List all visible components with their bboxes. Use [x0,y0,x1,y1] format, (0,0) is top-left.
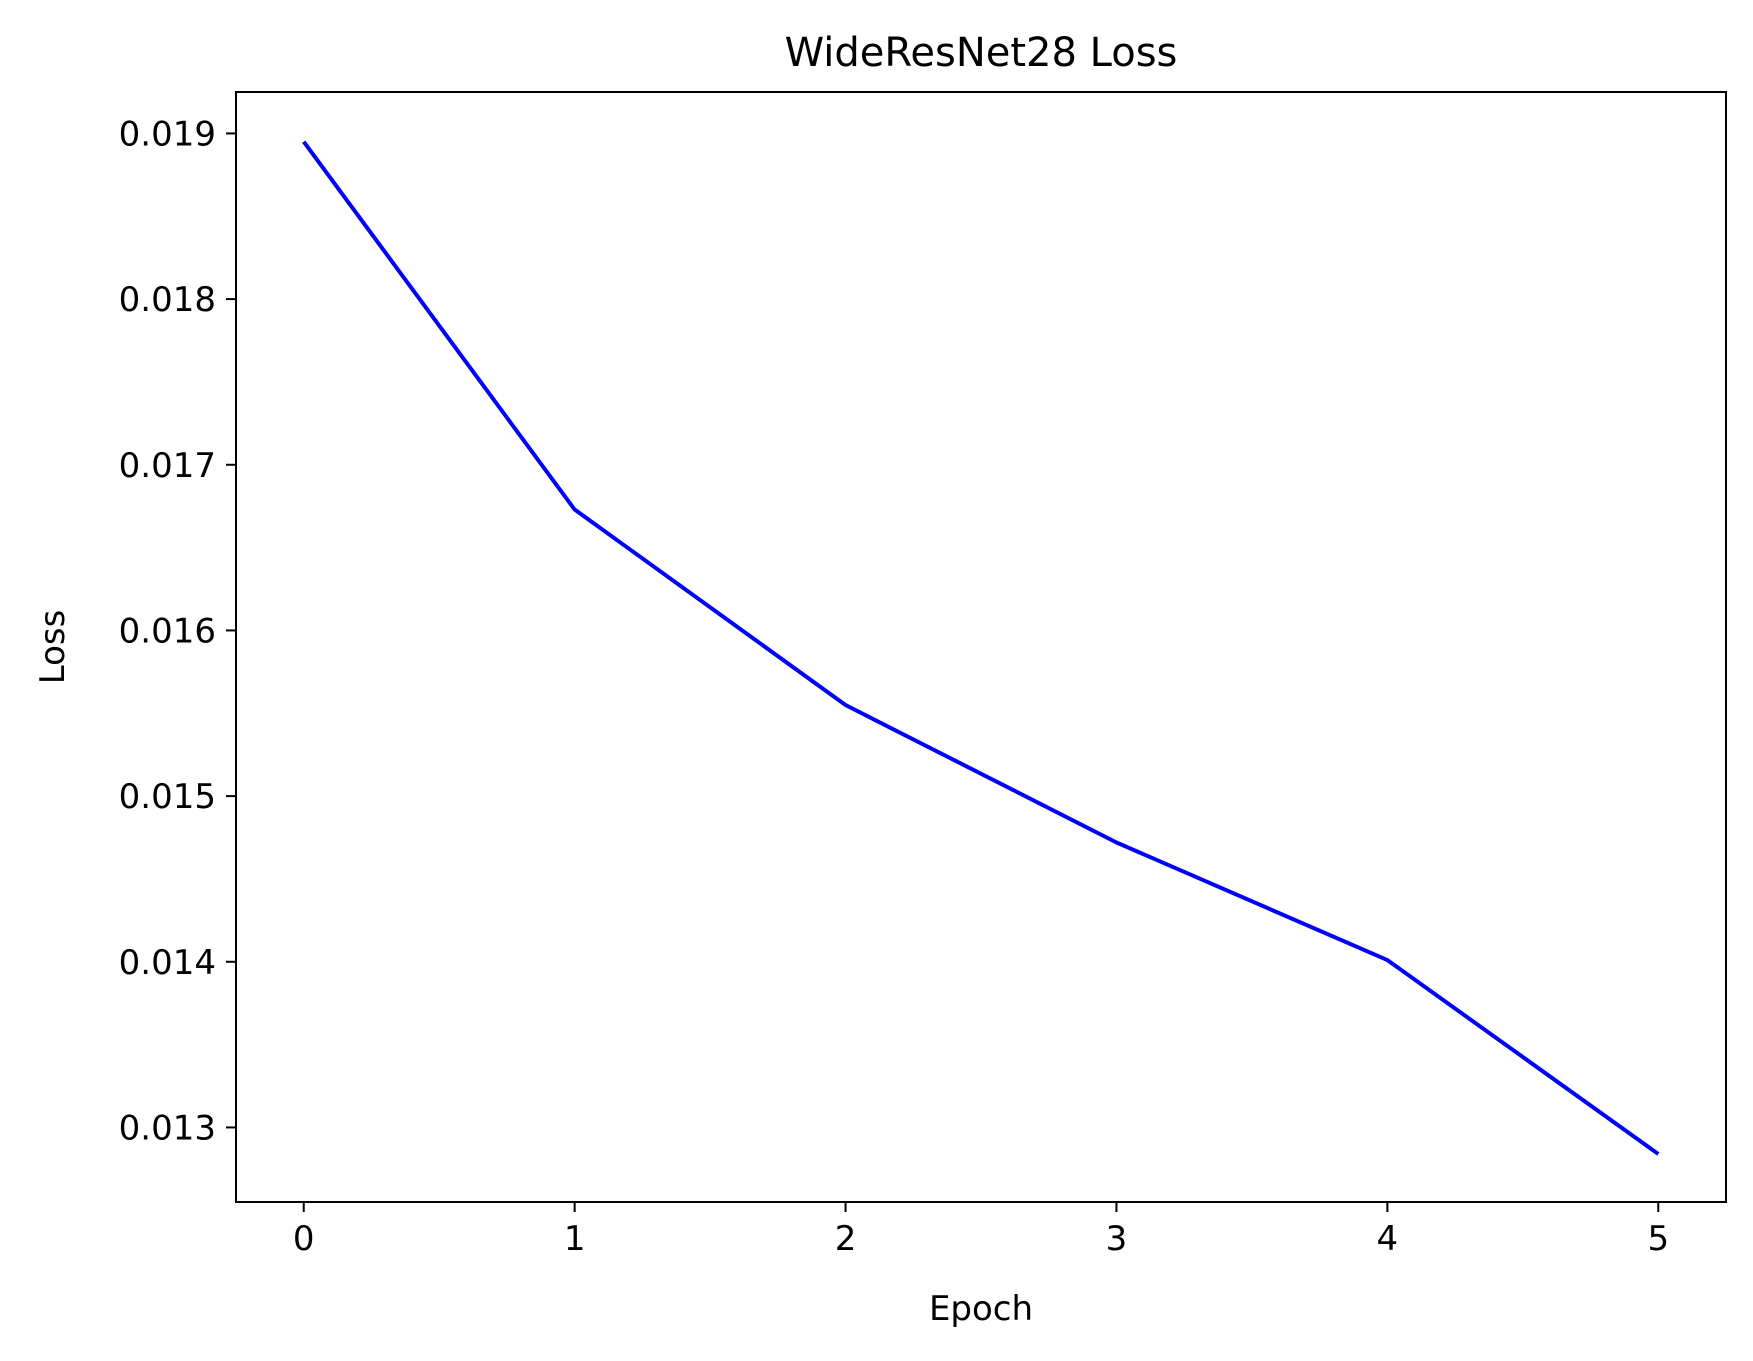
x-tick-label: 5 [1647,1219,1669,1259]
y-tick-label: 0.016 [119,611,216,651]
y-axis-label: Loss [33,610,73,685]
plot-layer [302,140,1660,1156]
y-tick-label: 0.013 [119,1108,216,1148]
x-tick-label: 4 [1377,1219,1399,1259]
x-tick-label: 1 [564,1219,586,1259]
chart-title: WideResNet28 Loss [785,30,1178,76]
x-tick-label: 0 [293,1219,315,1259]
y-axis: 0.013 0.014 0.015 0.016 0.017 0.018 0.019 [119,114,236,1148]
y-tick-label: 0.019 [119,114,216,154]
x-axis-label: Epoch [929,1289,1033,1329]
y-tick-label: 0.017 [119,446,216,486]
y-tick-label: 0.014 [119,943,216,983]
x-tick-label: 2 [835,1219,857,1259]
plot-frame [235,91,1727,1203]
x-tick-label: 3 [1106,1219,1128,1259]
loss-series-line [302,140,1660,1156]
y-tick-label: 0.018 [119,280,216,320]
y-tick-label: 0.015 [119,777,216,817]
x-axis: 0 1 2 3 4 5 [293,1202,1669,1259]
